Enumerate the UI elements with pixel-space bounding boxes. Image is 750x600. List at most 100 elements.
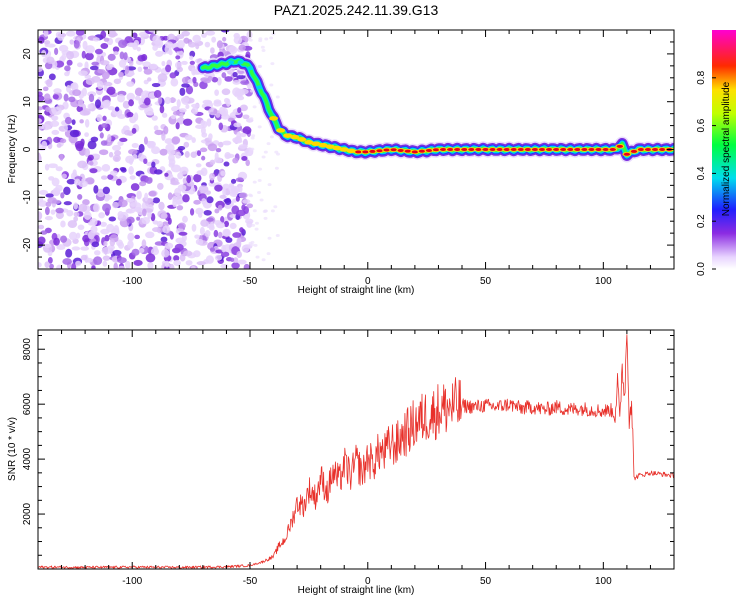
noise-speckle — [169, 72, 177, 79]
noise-speckle — [221, 244, 226, 253]
noise-speckle — [38, 262, 42, 268]
noise-speckle — [235, 177, 244, 183]
noise-speckle — [64, 65, 71, 72]
noise-speckle — [224, 204, 232, 210]
noise-speckle — [152, 227, 161, 233]
noise-speckle — [237, 95, 245, 101]
noise-speckle — [59, 153, 64, 161]
noise-speckle — [214, 184, 223, 192]
snr-panel: -100 -50 0 50 100 2000 4000 6000 8000 Height of … — [7, 329, 675, 596]
noise-speckle — [66, 50, 75, 60]
spectrogram-y-tick-label: -10 — [22, 190, 33, 205]
spectrogram-x-tick-label: 100 — [595, 276, 612, 287]
noise-speckle — [167, 192, 173, 200]
noise-speckle — [91, 61, 100, 66]
noise-speckle — [126, 216, 135, 224]
noise-speckle — [266, 142, 271, 146]
noise-speckle — [55, 166, 63, 172]
noise-speckle — [246, 203, 254, 209]
noise-speckle — [38, 236, 46, 245]
noise-speckle — [274, 150, 279, 154]
noise-speckle — [102, 255, 111, 261]
noise-speckle — [50, 120, 60, 127]
noise-speckle — [220, 30, 230, 33]
noise-speckle — [204, 41, 211, 48]
noise-speckle — [229, 222, 237, 230]
spectrogram-y-tick-label: 10 — [22, 96, 33, 108]
noise-speckle — [55, 207, 64, 214]
noise-speckle — [139, 247, 145, 253]
noise-speckle — [270, 62, 275, 66]
noise-speckle — [223, 229, 230, 237]
signal-peak-yellow — [269, 116, 279, 121]
noise-speckle — [185, 85, 194, 95]
noise-speckle — [223, 220, 229, 228]
noise-speckle — [100, 175, 108, 180]
noise-speckle — [222, 140, 232, 146]
signal-peak-red — [447, 148, 454, 151]
noise-speckle — [218, 141, 224, 148]
noise-speckle — [38, 224, 45, 230]
noise-speckle — [259, 198, 264, 202]
colorbar-tick-label: 0.8 — [696, 70, 707, 84]
noise-speckle — [152, 45, 158, 51]
noise-speckle — [108, 151, 114, 158]
noise-speckle — [128, 99, 134, 107]
noise-speckle — [182, 118, 193, 126]
noise-speckle — [149, 63, 158, 69]
signal-peak-red — [524, 148, 532, 151]
noise-speckle — [100, 60, 110, 66]
noise-speckle — [164, 138, 174, 145]
noise-speckle — [40, 230, 48, 235]
noise-speckle — [136, 46, 141, 52]
noise-speckle — [70, 82, 77, 90]
noise-speckle — [214, 157, 223, 164]
noise-speckle — [199, 147, 208, 153]
noise-speckle — [150, 213, 156, 222]
noise-speckle — [100, 30, 107, 39]
noise-speckle — [50, 209, 56, 215]
noise-speckle — [176, 205, 184, 211]
noise-speckle — [143, 68, 153, 75]
noise-speckle — [191, 223, 197, 232]
noise-speckle — [195, 238, 204, 246]
noise-speckle — [126, 208, 133, 214]
noise-speckle — [113, 78, 122, 85]
noise-speckle — [200, 219, 209, 227]
noise-speckle — [221, 72, 227, 79]
noise-speckle — [48, 163, 58, 169]
noise-speckle — [163, 125, 169, 135]
noise-speckle — [159, 148, 168, 156]
noise-speckle — [127, 71, 135, 76]
noise-speckle — [179, 108, 187, 113]
noise-speckle — [179, 253, 186, 262]
noise-speckle — [113, 225, 120, 234]
signal-peak-red — [531, 148, 539, 151]
noise-speckle — [120, 167, 127, 173]
noise-speckle — [118, 265, 125, 269]
noise-speckle — [250, 147, 255, 151]
noise-speckle — [144, 192, 149, 202]
noise-speckle — [38, 211, 43, 221]
noise-speckle — [153, 169, 163, 175]
snr-y-tick-label: 4000 — [22, 448, 33, 471]
colorbar-label: Normalized spectral amplitude — [721, 81, 732, 216]
noise-speckle — [261, 155, 266, 159]
noise-speckle — [193, 250, 201, 258]
noise-speckle — [104, 196, 110, 202]
noise-speckle — [78, 180, 88, 188]
snr-x-label: Height of straight line (km) — [298, 585, 415, 596]
noise-speckle — [44, 93, 51, 101]
noise-speckle — [115, 178, 122, 186]
noise-speckle — [160, 236, 168, 243]
noise-speckle — [138, 152, 145, 161]
noise-speckle — [247, 84, 253, 89]
noise-speckle — [125, 155, 135, 164]
noise-speckle — [112, 144, 122, 152]
noise-speckle — [161, 132, 166, 141]
noise-speckle — [275, 234, 280, 238]
noise-speckle — [49, 263, 54, 269]
noise-speckle — [181, 83, 190, 88]
noise-speckle — [117, 94, 125, 103]
noise-speckle — [103, 85, 108, 92]
